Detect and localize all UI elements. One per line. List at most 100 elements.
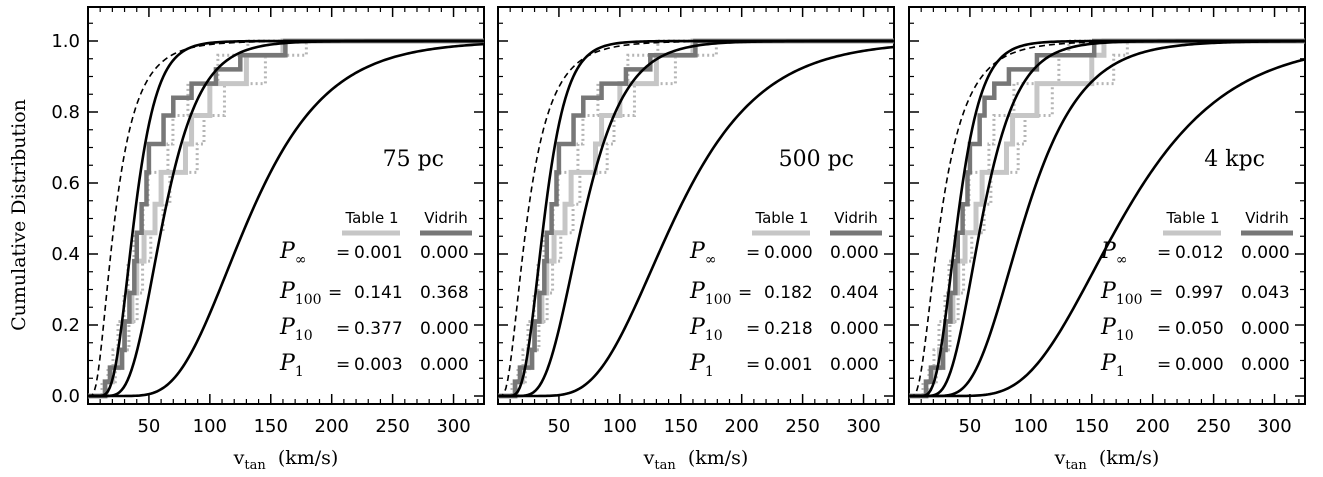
stat-vidrih-value: 0.000 [1241, 243, 1290, 263]
stat-table1-value: 0.050 [1175, 319, 1224, 339]
x-tick-label: 200 [725, 416, 759, 437]
x-tick-label: 300 [436, 416, 470, 437]
x-tick-label: 100 [603, 416, 637, 437]
distance-label: 75 pc [383, 147, 444, 172]
panel-1: 0.0 0.2 0.4 0.6 0.8 1.0 50 100 150 200 250 300 vtan … [51, 6, 485, 473]
stat-equals: = [1149, 283, 1163, 303]
model-curve-2 [88, 39, 484, 398]
vidrih-step-series [498, 38, 894, 399]
stat-table1-value: 0.003 [354, 355, 403, 375]
stat-vidrih-value: 0.000 [420, 319, 469, 339]
plot-area [909, 38, 1305, 399]
x-axis-label: vtan (km/s) [643, 447, 749, 473]
stat-name: P10 [1100, 315, 1134, 344]
stat-vidrih-value: 0.000 [1241, 355, 1290, 375]
panel-3: 50 100 150 200 250 300 vtan (km/s) 4 kpc Table 1… [908, 6, 1306, 473]
x-tick-label: 300 [1257, 416, 1291, 437]
y-axis-label: Cumulative Distribution [8, 99, 30, 331]
stat-name: P∞ [689, 239, 716, 268]
stat-table1-value: 0.000 [764, 243, 813, 263]
stat-table1-value: 0.182 [764, 283, 813, 303]
y-tick-label: 0.2 [51, 315, 80, 336]
y-tick-label: 0.4 [51, 244, 80, 265]
stat-name: P100 [1100, 279, 1143, 308]
stat-name: P10 [689, 315, 723, 344]
panel-2: 50 100 150 200 250 300 vtan (km/s) 500 pc Table … [497, 6, 895, 473]
x-tick-label: 200 [315, 416, 349, 437]
stat-table1-value: 0.001 [354, 243, 403, 263]
x-tick-label: 50 [547, 416, 570, 437]
plot-area [498, 38, 894, 399]
legend-vidrih-label: Vidrih [834, 209, 877, 227]
model-curve-3 [909, 39, 1305, 398]
model-curve-3 [498, 45, 894, 398]
stat-table1-value: 0.141 [354, 283, 403, 303]
y-tick-label: 0.6 [51, 173, 80, 194]
x-tick-label: 100 [1014, 416, 1048, 437]
vidrih-step-series [909, 38, 1305, 399]
stat-name: P1 [689, 351, 714, 380]
plot-frame [908, 6, 1306, 405]
stat-equals: = [336, 319, 350, 339]
panels-group: 0.0 0.2 0.4 0.6 0.8 1.0 50 100 150 200 250 300 vtan … [51, 6, 1306, 473]
stat-equals: = [336, 243, 350, 263]
y-tick-label: 0.0 [51, 386, 80, 407]
stat-name: P100 [279, 279, 322, 308]
stat-vidrih-value: 0.000 [1241, 319, 1290, 339]
x-axis-label: vtan (km/s) [1054, 447, 1160, 473]
dashed-model-curve [909, 40, 1305, 397]
stat-table1-value: 0.377 [354, 319, 403, 339]
x-tick-label: 150 [664, 416, 698, 437]
dashed-model-curve [498, 40, 894, 397]
stat-vidrih-value: 0.000 [420, 243, 469, 263]
x-tick-label: 150 [254, 416, 288, 437]
x-tick-label: 150 [1075, 416, 1109, 437]
stat-name: P∞ [1100, 239, 1127, 268]
stat-equals: = [1157, 355, 1171, 375]
stat-vidrih-value: 0.000 [830, 355, 879, 375]
stat-vidrih-value: 0.000 [830, 319, 879, 339]
stat-vidrih-value: 0.000 [420, 355, 469, 375]
y-tick-label: 0.8 [51, 102, 80, 123]
model-curve-3 [88, 42, 484, 398]
plot-frame [497, 6, 895, 405]
stat-equals: = [746, 355, 760, 375]
stat-vidrih-value: 0.404 [830, 283, 879, 303]
stat-table1-value: 0.997 [1175, 283, 1224, 303]
x-tick-label: 300 [846, 416, 880, 437]
x-tick-label: 250 [785, 416, 819, 437]
distance-label: 500 pc [779, 147, 854, 172]
plot-frame [87, 6, 485, 405]
stat-vidrih-value: 0.368 [420, 283, 469, 303]
x-tick-label: 200 [1136, 416, 1170, 437]
x-tick-label: 100 [193, 416, 227, 437]
vidrih-step-series [88, 38, 484, 399]
stat-name: P1 [1100, 351, 1125, 380]
stat-vidrih-value: 0.000 [830, 243, 879, 263]
stat-name: P1 [279, 351, 304, 380]
x-tick-label: 250 [1196, 416, 1230, 437]
stat-vidrih-value: 0.043 [1241, 283, 1290, 303]
legend-table1-label: Table 1 [754, 209, 808, 227]
distance-label: 4 kpc [1204, 147, 1265, 172]
stat-table1-value: 0.000 [1175, 355, 1224, 375]
stat-name: P10 [279, 315, 313, 344]
stat-table1-value: 0.001 [764, 355, 813, 375]
stat-equals: = [1157, 243, 1171, 263]
model-curve-4 [909, 58, 1305, 398]
stat-name: P100 [689, 279, 732, 308]
stat-equals: = [328, 283, 342, 303]
y-tick-label: 1.0 [51, 31, 80, 52]
stat-equals: = [746, 243, 760, 263]
stat-equals: = [1157, 319, 1171, 339]
stat-name: P∞ [279, 239, 306, 268]
legend-vidrih-label: Vidrih [424, 209, 467, 227]
stat-table1-value: 0.218 [764, 319, 813, 339]
x-tick-label: 50 [137, 416, 160, 437]
stat-table1-value: 0.012 [1175, 243, 1224, 263]
plot-area [88, 38, 484, 399]
legend-table1-label: Table 1 [1165, 209, 1219, 227]
x-tick-label: 50 [958, 416, 981, 437]
legend-table1-label: Table 1 [344, 209, 398, 227]
